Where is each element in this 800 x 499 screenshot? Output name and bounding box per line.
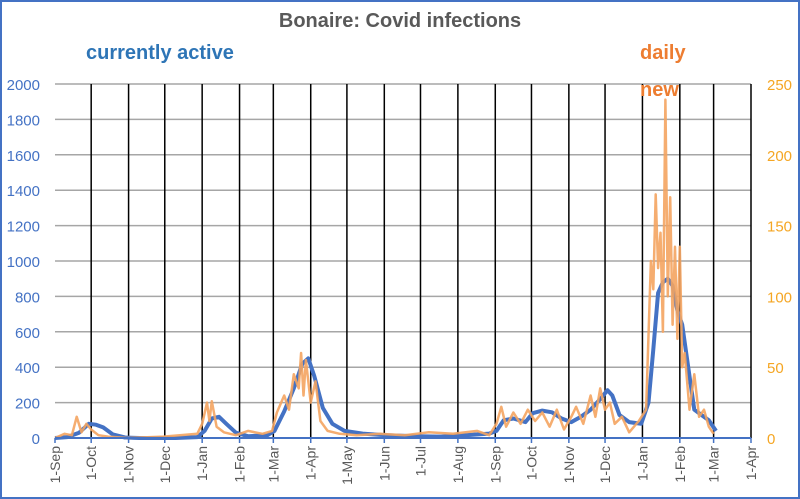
x-tick-label: 1-Mar [706, 446, 722, 483]
x-tick-label: 1-Apr [303, 446, 319, 481]
x-tick-label: 1-Feb [672, 446, 688, 483]
y-left-tick-label: 1200 [7, 219, 40, 236]
series-line-currently-active [54, 276, 718, 440]
y-left-tick-label: 1800 [7, 112, 40, 129]
y-left-tick-label: 400 [15, 360, 40, 377]
x-tick-label: 1-Oct [83, 446, 99, 480]
x-tick-label: 1-Nov [561, 446, 577, 483]
y-left-tick-label: 600 [15, 325, 40, 342]
x-tick-label: 1-Sep [487, 446, 503, 484]
x-tick-label: 1-Feb [232, 446, 248, 483]
y-left-tick-label: 200 [15, 396, 40, 413]
x-tick-label: 1-Dec [597, 446, 613, 483]
y-left-tick-label: 2000 [7, 77, 40, 94]
x-tick-label: 1-Sep [47, 446, 63, 484]
x-tick-label: 1-Jun [376, 446, 392, 481]
y-left-tick-label: 0 [32, 431, 40, 448]
y-right-tick-label: 200 [767, 148, 792, 165]
annotation-daily-new-line2: new [640, 79, 679, 101]
y-right-tick-label: 50 [767, 360, 784, 377]
y-left-tick-label: 1600 [7, 148, 40, 165]
x-tick-label: 1-Jul [412, 446, 428, 476]
annotation-daily-new: daily [640, 42, 686, 64]
x-tick-label: 1-Dec [157, 446, 173, 483]
x-tick-label: 1-Apr [743, 446, 759, 481]
y-right-tick-label: 150 [767, 219, 792, 236]
y-right-tick-label: 250 [767, 77, 792, 94]
x-tick-label: 1-Jan [194, 446, 210, 481]
x-tick-label: 1-Nov [121, 446, 137, 483]
y-right-tick-label: 100 [767, 289, 792, 306]
chart-title: Bonaire: Covid infections [279, 10, 521, 32]
x-tick-label: 1-Jan [634, 446, 650, 481]
y-left-tick-label: 1000 [7, 254, 40, 271]
y-right-tick-label: 0 [767, 431, 775, 448]
x-tick-label: 1-Mar [265, 446, 281, 483]
x-tick-label: 1-Aug [450, 446, 466, 483]
x-tick-label: 1-May [339, 446, 355, 485]
y-left-tick-label: 800 [15, 289, 40, 306]
series-line-daily-new [54, 98, 715, 440]
x-tick-label: 1-Oct [523, 446, 539, 480]
annotation-currently-active: currently active [86, 42, 234, 64]
y-left-tick-label: 1400 [7, 183, 40, 200]
